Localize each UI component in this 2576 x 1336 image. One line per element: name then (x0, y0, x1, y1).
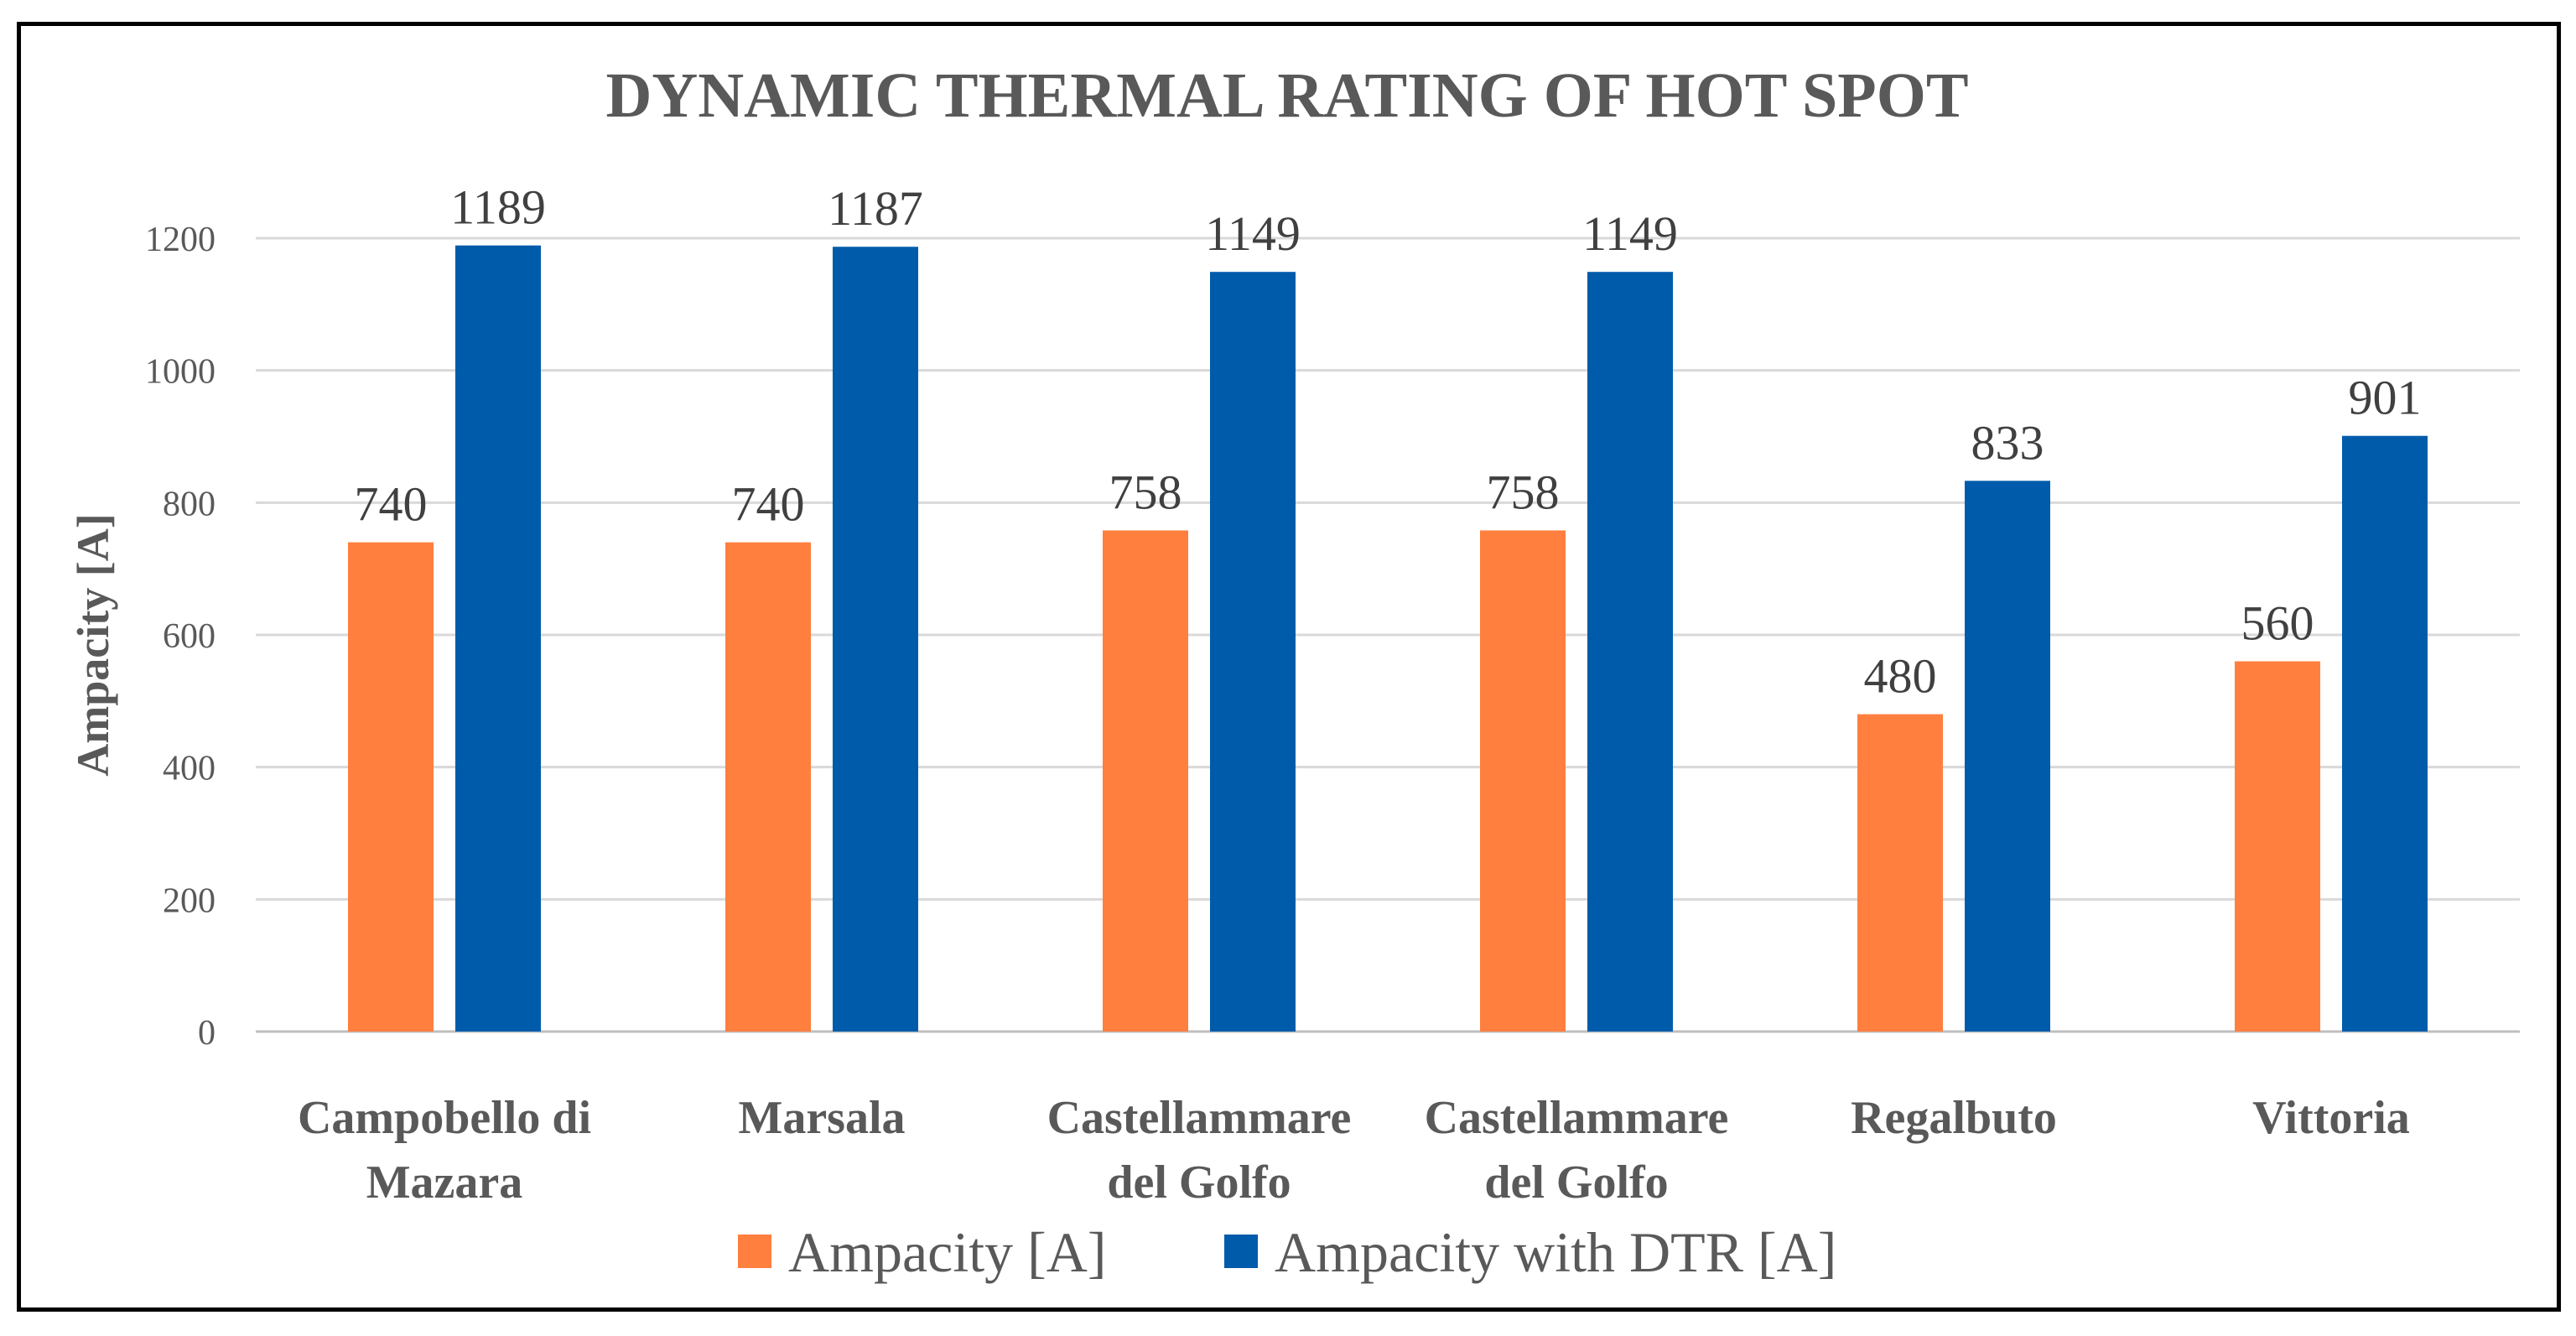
data-label: 1187 (828, 181, 923, 236)
y-tick-label: 1000 (145, 353, 216, 392)
x-tick-label: Vittoria (2252, 1092, 2410, 1144)
bar-chart: DYNAMIC THERMAL RATING OF HOT SPOT Ampac… (68, 60, 2520, 1284)
bar-ampacity-dtr (1965, 481, 2050, 1032)
y-tick-label: 1200 (145, 221, 216, 259)
x-tick-label: Castellammare (1425, 1092, 1729, 1144)
bar-ampacity (1103, 530, 1188, 1032)
x-tick-label: del Golfo (1484, 1157, 1668, 1209)
bar-ampacity (725, 542, 811, 1032)
x-tick-label: Campobello di (298, 1092, 591, 1144)
data-label: 1189 (450, 180, 546, 235)
bar-ampacity-dtr (1210, 272, 1296, 1032)
data-label: 1149 (1205, 206, 1301, 261)
bars (348, 245, 2428, 1032)
data-label: 740 (732, 477, 805, 532)
data-label: 758 (1109, 465, 1182, 519)
y-tick-label: 200 (163, 881, 216, 920)
bar-ampacity-dtr (455, 245, 541, 1032)
x-tick-label: del Golfo (1107, 1157, 1291, 1209)
data-label: 833 (1971, 415, 2044, 470)
legend-swatch-ampacity (738, 1235, 771, 1268)
data-label: 480 (1864, 649, 1937, 704)
legend-label-ampacity-dtr: Ampacity with DTR [A] (1275, 1220, 1836, 1284)
chart-title: DYNAMIC THERMAL RATING OF HOT SPOT (605, 60, 1968, 131)
gridlines (256, 237, 2520, 1033)
x-tick-label: Marsala (738, 1092, 905, 1144)
x-axis-ticks: Campobello di Mazara Marsala Castellammare d… (298, 1092, 2410, 1209)
data-label: 740 (355, 477, 428, 532)
bar-ampacity-dtr (2342, 435, 2428, 1032)
x-tick-label: Castellammare (1047, 1092, 1352, 1144)
bar-ampacity (1857, 714, 1943, 1032)
y-tick-label: 600 (163, 617, 216, 656)
chart-frame: DYNAMIC THERMAL RATING OF HOT SPOT Ampac… (17, 22, 2561, 1312)
data-label: 1149 (1582, 206, 1678, 261)
y-tick-label: 400 (163, 750, 216, 788)
data-label: 560 (2241, 596, 2314, 651)
data-labels: 740 1189 740 1187 758 1149 758 1149 480 833 560 901 (355, 180, 2422, 704)
y-axis-label: Ampacity [A] (68, 513, 118, 776)
y-tick-label: 0 (198, 1014, 216, 1053)
legend: Ampacity [A] Ampacity with DTR [A] (738, 1220, 1836, 1284)
bar-ampacity-dtr (833, 247, 918, 1032)
data-label: 758 (1487, 465, 1560, 519)
bar-ampacity (1480, 530, 1566, 1032)
legend-label-ampacity: Ampacity [A] (788, 1220, 1107, 1284)
y-tick-label: 800 (163, 485, 216, 523)
bar-ampacity (2235, 661, 2320, 1032)
x-tick-label: Regalbuto (1851, 1092, 2057, 1144)
legend-swatch-ampacity-dtr (1224, 1235, 1258, 1268)
x-tick-label: Mazara (366, 1157, 523, 1209)
bar-ampacity-dtr (1587, 272, 1673, 1032)
data-label: 901 (2349, 371, 2422, 425)
bar-ampacity (348, 542, 434, 1032)
y-axis-ticks: 0 200 400 600 800 1000 1200 (145, 221, 216, 1053)
